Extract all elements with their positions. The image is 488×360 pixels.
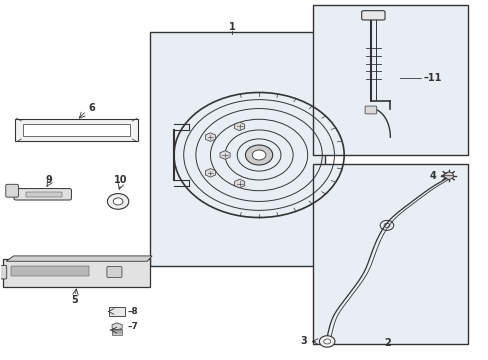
Polygon shape — [205, 133, 215, 141]
FancyBboxPatch shape — [23, 124, 130, 136]
FancyBboxPatch shape — [112, 329, 122, 336]
Bar — [312, 5, 467, 155]
Circle shape — [107, 194, 128, 209]
Text: 1: 1 — [228, 22, 235, 32]
Text: –8: –8 — [127, 307, 138, 316]
Text: 3: 3 — [299, 337, 306, 346]
Bar — [312, 164, 467, 344]
FancyBboxPatch shape — [16, 119, 138, 141]
Polygon shape — [112, 323, 122, 330]
Text: 6: 6 — [88, 103, 95, 113]
Text: 9: 9 — [45, 175, 52, 185]
Polygon shape — [6, 256, 152, 261]
Text: 10: 10 — [114, 175, 127, 185]
Polygon shape — [234, 122, 244, 131]
Circle shape — [319, 336, 334, 347]
Circle shape — [113, 198, 122, 205]
FancyBboxPatch shape — [365, 106, 376, 114]
FancyBboxPatch shape — [11, 266, 88, 276]
Polygon shape — [220, 151, 230, 159]
Text: –11: –11 — [423, 73, 441, 83]
Bar — [149, 32, 324, 266]
FancyBboxPatch shape — [3, 259, 150, 287]
FancyBboxPatch shape — [0, 265, 7, 279]
Circle shape — [323, 339, 330, 344]
Text: –7: –7 — [127, 322, 139, 331]
FancyBboxPatch shape — [14, 189, 71, 200]
Circle shape — [245, 145, 272, 165]
FancyBboxPatch shape — [26, 192, 62, 197]
Polygon shape — [205, 168, 215, 177]
Circle shape — [252, 150, 265, 160]
FancyBboxPatch shape — [107, 266, 122, 278]
Text: 5: 5 — [71, 295, 78, 305]
Text: 2: 2 — [384, 338, 390, 347]
FancyBboxPatch shape — [109, 307, 124, 316]
Polygon shape — [234, 179, 244, 188]
FancyBboxPatch shape — [6, 184, 19, 197]
Text: 4: 4 — [429, 171, 436, 181]
FancyBboxPatch shape — [361, 11, 384, 20]
Circle shape — [443, 172, 453, 179]
